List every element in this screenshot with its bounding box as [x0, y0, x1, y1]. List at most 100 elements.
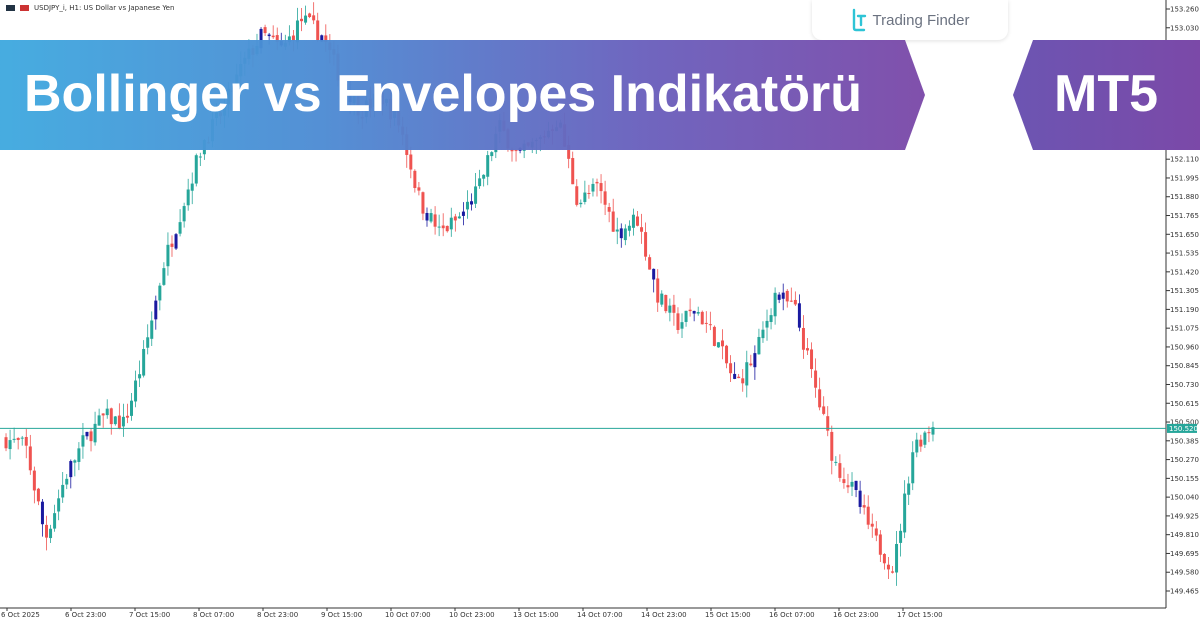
candle-body	[765, 320, 769, 328]
candle-body	[287, 36, 291, 43]
x-tick-label: 8 Oct 07:00	[193, 611, 234, 619]
candle-body	[194, 155, 198, 184]
candle-body	[579, 202, 583, 205]
candle-body	[842, 479, 846, 484]
candle-body	[595, 181, 599, 184]
candle-body	[73, 460, 77, 463]
y-tick-label: 149.810	[1170, 531, 1199, 539]
candle-body	[271, 35, 275, 38]
candle-body	[121, 416, 125, 427]
x-ticks-group: 6 Oct 2025 6 Oct 23:00 7 Oct 15:00 8 Oct 07…	[1, 608, 943, 619]
candle-body	[514, 150, 518, 152]
candle-body	[174, 234, 178, 249]
candle-body	[69, 461, 73, 478]
candle-body	[65, 478, 69, 485]
candle-body	[688, 309, 692, 312]
candle-body	[158, 285, 162, 301]
candle-body	[708, 324, 712, 326]
candle-body	[308, 13, 312, 18]
candle-body	[190, 183, 194, 191]
y-tick-label: 151.190	[1170, 306, 1199, 314]
candle-body	[49, 528, 53, 539]
candle-body	[805, 348, 809, 351]
candle-body	[182, 206, 186, 222]
candle-body	[874, 528, 878, 536]
current-price-tag	[1167, 423, 1197, 433]
candle-body	[425, 212, 429, 221]
candle-body	[814, 370, 818, 388]
title-banner	[0, 40, 925, 150]
candle-body	[441, 225, 445, 229]
candle-body	[105, 408, 109, 416]
candle-body	[858, 490, 862, 507]
candle-body	[125, 415, 129, 418]
candle-body	[470, 201, 474, 205]
candle-body	[830, 431, 834, 461]
candle-body	[28, 446, 32, 471]
candle-body	[854, 480, 858, 491]
candle-body	[36, 488, 40, 502]
candle-body	[154, 300, 158, 320]
y-tick-label: 153.260	[1170, 6, 1199, 14]
candle-body	[635, 216, 639, 226]
candle-body	[130, 400, 134, 416]
candle-body	[704, 322, 708, 324]
candle-body	[461, 211, 465, 216]
candle-body	[615, 229, 619, 232]
current-price-label: 150.520	[1169, 425, 1198, 433]
candle-body	[413, 170, 417, 189]
x-tick-label: 10 Oct 07:00	[385, 611, 431, 619]
candle-body	[664, 294, 668, 312]
candle-body	[324, 35, 328, 42]
candle-body	[838, 463, 842, 478]
candle-body	[482, 174, 486, 179]
candle-body	[895, 543, 899, 573]
candle-body	[575, 186, 579, 205]
y-tick-label: 151.650	[1170, 231, 1199, 239]
candle-body	[300, 18, 304, 22]
candle-body	[660, 293, 664, 305]
candle-body	[789, 300, 793, 302]
candle-body	[453, 216, 457, 221]
y-tick-label: 151.535	[1170, 250, 1199, 258]
candle-body	[142, 348, 146, 376]
candle-body	[417, 187, 421, 191]
y-tick-label: 150.845	[1170, 362, 1199, 370]
candle-body	[745, 362, 749, 386]
candle-body	[457, 216, 461, 219]
banner-title: Bollinger vs Envelopes Indikatörü	[24, 65, 862, 123]
candle-body	[474, 186, 478, 204]
candle-body	[733, 373, 737, 379]
candle-body	[291, 35, 295, 41]
brand-name: Trading Finder	[872, 11, 970, 29]
candle-body	[761, 329, 765, 339]
candle-body	[753, 353, 757, 368]
candle-body	[113, 416, 117, 425]
candle-body	[652, 268, 656, 280]
candle-body	[267, 34, 271, 37]
candle-body	[275, 35, 279, 43]
candle-body	[53, 513, 57, 529]
brand-box: Trading Finder	[812, 0, 1008, 40]
candle-body	[684, 310, 688, 322]
candle-body	[749, 363, 753, 366]
candle-body	[903, 493, 907, 533]
candle-body	[138, 374, 142, 379]
x-tick-label: 6 Oct 2025	[1, 611, 40, 619]
y-tick-label: 149.465	[1170, 588, 1199, 596]
y-tick-label: 149.925	[1170, 512, 1199, 520]
candle-body	[85, 431, 89, 437]
y-tick-label: 149.580	[1170, 569, 1199, 577]
candle-body	[870, 523, 874, 527]
candle-body	[919, 439, 923, 447]
chart-window-icon	[6, 5, 15, 11]
candle-body	[45, 524, 49, 538]
candle-body	[81, 435, 85, 447]
candle-body	[437, 226, 441, 228]
candle-body	[725, 345, 729, 364]
candle-body	[186, 189, 190, 206]
candle-body	[170, 243, 174, 247]
y-tick-label: 150.730	[1170, 381, 1199, 389]
candle-body	[834, 461, 838, 463]
candle-body	[818, 389, 822, 408]
